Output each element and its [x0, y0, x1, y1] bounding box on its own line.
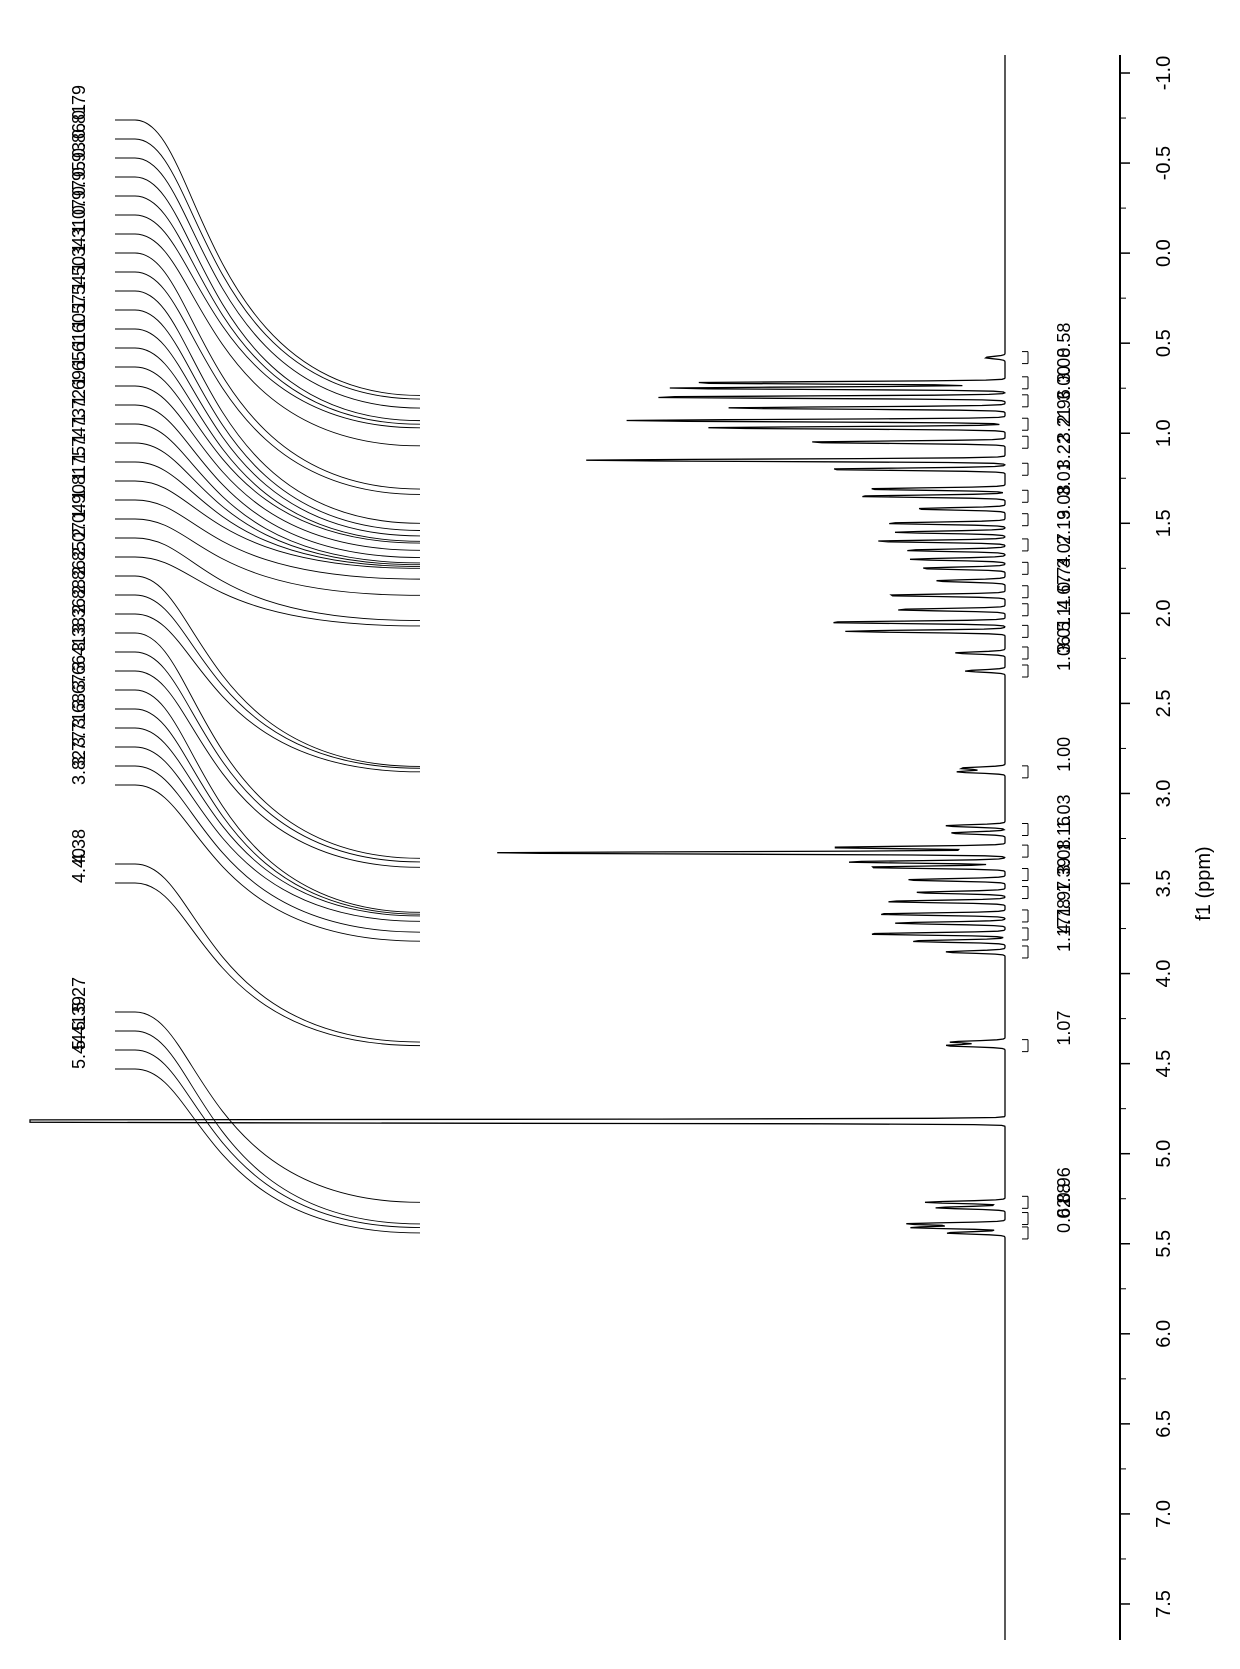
axis-tick-label: -0.5 [1153, 146, 1175, 180]
peak-tree-curve [135, 1012, 420, 1202]
axis-tick-label: 1.0 [1153, 419, 1175, 447]
axis-tick-label: 0.0 [1153, 239, 1175, 267]
peak-tree-curve [135, 864, 420, 1042]
peak-tree-curve [135, 1069, 420, 1233]
axis-label: f1 (ppm) [1193, 846, 1215, 920]
peak-tree-curve [135, 652, 420, 862]
peak-tree-curve [135, 614, 420, 772]
axis-tick-label: 6.0 [1153, 1320, 1175, 1348]
peak-tree-curve [135, 443, 420, 565]
peak-tree-curve [135, 728, 420, 916]
axis-tick-label: 5.0 [1153, 1140, 1175, 1168]
peak-tree-curve [135, 386, 420, 550]
peak-label: 5.44 [69, 1034, 89, 1069]
peak-tree-curve [135, 766, 420, 932]
peak-tree-curve [135, 595, 420, 768]
peak-tree-curve [135, 1050, 420, 1228]
nmr-spectrum-plot: -1.0 -0.5 0.0 0.5 1.0 1.5 2.0 2.5 3.0 3.5 4.0 4.5 5.… [0, 0, 1240, 1669]
peak-tree-curve [135, 291, 420, 523]
peak-tree-curve [135, 310, 420, 531]
axis-tick-label: 6.5 [1153, 1410, 1175, 1438]
axis-tick-label: 4.0 [1153, 960, 1175, 988]
spectrum-trace [30, 55, 1005, 1640]
peak-tree-curve [135, 747, 420, 921]
integral-label: 1.07 [1054, 1011, 1074, 1046]
peak-tree-curve [135, 177, 420, 421]
peak-tree-curve [135, 272, 420, 494]
axis-tick-label: 2.0 [1153, 599, 1175, 627]
peak-tree-curve [135, 519, 420, 595]
peak-tree-curve [135, 1031, 420, 1224]
peak-tree-curve [135, 633, 420, 858]
axis-tick-label: 3.5 [1153, 870, 1175, 898]
peak-tree-curve [135, 690, 420, 912]
peak-label: 3.82 [69, 750, 89, 785]
axis-tick-label: 1.5 [1153, 509, 1175, 537]
peak-tree-curve [135, 215, 420, 428]
peak-tree-curve [135, 883, 420, 1046]
spectrum-svg: -1.0 -0.5 0.0 0.5 1.0 1.5 2.0 2.5 3.0 3.5 4.0 4.5 5.… [0, 0, 1240, 1669]
integral-label: 1.17 [1054, 917, 1074, 952]
peak-tree-curve [135, 348, 420, 541]
axis-tick-label: 4.5 [1153, 1050, 1175, 1078]
axis-tick-label: 3.0 [1153, 780, 1175, 808]
peak-tree-curve [135, 120, 420, 395]
axis-tick-label: 0.5 [1153, 329, 1175, 357]
axis-tick-label: 5.5 [1153, 1230, 1175, 1258]
integral-label: 1.00 [1054, 737, 1074, 772]
peak-tree-curve [135, 785, 420, 941]
peak-label: 4.40 [69, 848, 89, 883]
axis-tick-label: 7.5 [1153, 1590, 1175, 1618]
integral-label: 1.06 [1054, 636, 1074, 671]
axis-tick-label: -1.0 [1153, 56, 1175, 90]
peak-tree-curve [135, 671, 420, 867]
axis-tick-label: 7.0 [1153, 1500, 1175, 1528]
peak-tree-curve [135, 158, 420, 408]
axis-tick-label: 2.5 [1153, 690, 1175, 718]
integral-label: 0.62 [1054, 1198, 1074, 1233]
peak-tree-curve [135, 139, 420, 399]
peak-tree-curve [135, 424, 420, 563]
peak-tree-curve [135, 329, 420, 536]
